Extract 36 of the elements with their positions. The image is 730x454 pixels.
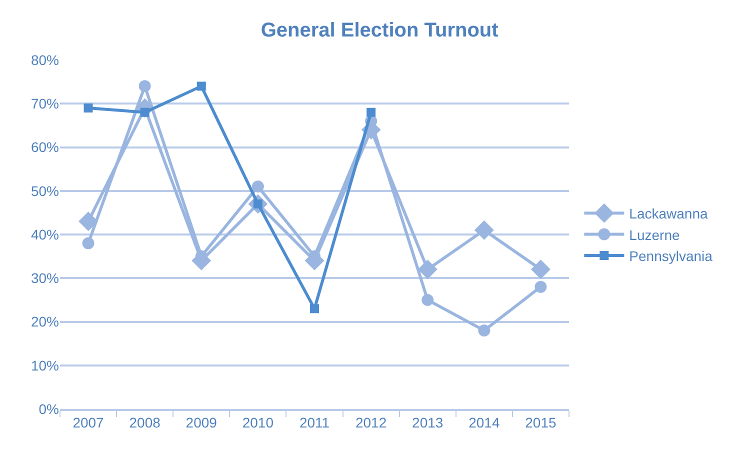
legend-label: Lackawanna	[629, 206, 708, 222]
y-tick-label: 30%	[30, 270, 59, 286]
y-tick-label: 70%	[30, 96, 59, 112]
x-tick-label: 2013	[412, 414, 444, 431]
y-tick-label: 60%	[30, 139, 59, 156]
x-tick-label: 2014	[468, 414, 500, 431]
chart-title: General Election Turnout	[260, 20, 499, 42]
point	[196, 82, 206, 91]
legend-label: Luzerne	[629, 226, 680, 243]
point	[534, 280, 547, 293]
point	[478, 324, 490, 336]
x-tick-label: 2011	[299, 414, 330, 431]
point	[252, 180, 264, 193]
y-tick-label: 10%	[30, 357, 59, 374]
point	[78, 212, 98, 232]
point	[418, 260, 438, 280]
x-tick-label: 2009	[186, 414, 218, 431]
point	[84, 103, 93, 112]
point	[474, 220, 494, 240]
x-tick-label: 2010	[242, 414, 274, 431]
point	[138, 80, 151, 92]
x-tick-label: 2015	[525, 414, 556, 431]
x-tick-label: 2008	[129, 414, 161, 431]
point	[422, 294, 434, 306]
y-tick-label: 80%	[30, 52, 59, 68]
x-tick-label: 2007	[72, 414, 104, 431]
point	[310, 304, 319, 314]
y-tick-label: 40%	[30, 226, 59, 242]
point	[530, 260, 550, 280]
y-tick-label: 0%	[38, 400, 59, 417]
y-tick-label: 20%	[30, 314, 59, 330]
point	[82, 237, 94, 250]
legend-label: Pennsylvania	[629, 248, 713, 264]
point	[366, 108, 376, 117]
x-tick-label: 2012	[355, 414, 387, 431]
y-tick-label: 50%	[30, 182, 59, 199]
